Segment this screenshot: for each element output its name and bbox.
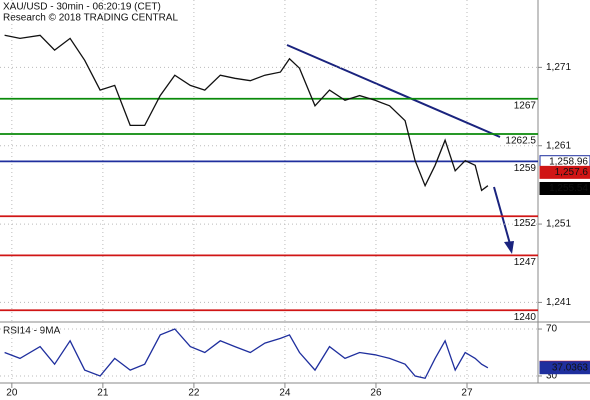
x-tick-label: 22 (188, 388, 200, 399)
price-line (4, 328, 489, 380)
y-tick-label: 1,261 (546, 140, 571, 151)
y-tick-label: 30 (546, 371, 558, 382)
y-tick-label: 70 (546, 324, 558, 335)
price-marker (539, 181, 590, 195)
price-marker-label: 37.0363 (552, 362, 589, 373)
x-tick-label: 24 (279, 388, 291, 399)
level-label: 1252 (514, 218, 537, 229)
price-marker-label: 1,257.6 (555, 167, 589, 178)
x-tick-label: 21 (97, 388, 109, 399)
y-tick-label: 1,241 (546, 297, 571, 308)
price-marker-label: 1,258.96 (549, 156, 588, 167)
trend-line (286, 44, 501, 138)
y-tick-label: 1,271 (546, 62, 571, 73)
price-marker (539, 361, 590, 375)
x-tick-label: 26 (370, 388, 382, 399)
price-marker-label: 1,255.54 (549, 183, 588, 194)
level-label: 1267 (514, 100, 537, 111)
level-label: 1247 (514, 257, 537, 268)
price-marker (539, 165, 590, 179)
y-tick-label: 1,251 (546, 219, 571, 230)
level-label: 1262.5 (505, 136, 536, 147)
x-tick-label: 20 (6, 388, 18, 399)
price-line (4, 34, 489, 192)
level-label: 1259 (514, 163, 537, 174)
level-label: 1240 (514, 312, 537, 323)
forecast-arrow-head (504, 241, 514, 254)
rsi-title: RSI14 - 9MA (3, 326, 61, 337)
header-title: XAU/USD - 30min - 06:20:19 (CET) (3, 2, 161, 13)
x-tick-label: 27 (461, 388, 473, 399)
header-subtitle: Research © 2018 TRADING CENTRAL (3, 13, 178, 24)
